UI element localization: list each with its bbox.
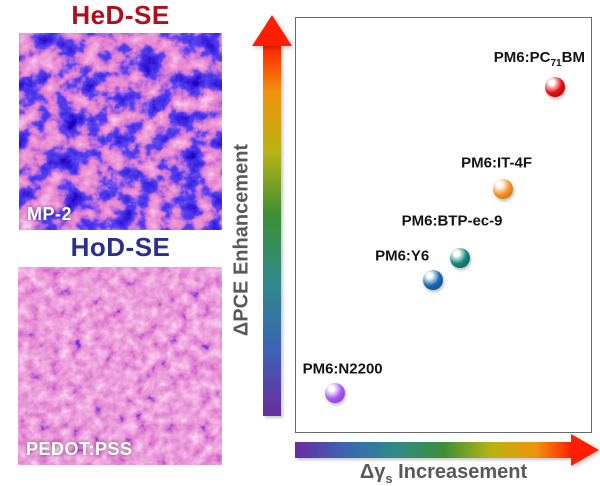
- x-axis-label-post: Increasement: [392, 461, 528, 483]
- data-point-pm6-pc71bm: [545, 76, 566, 97]
- afm-noise-graphic-top: [19, 33, 222, 230]
- afm-image-mp2: MP-2: [19, 33, 222, 230]
- data-point-label-pm6-pc71bm: PM6:PC71BM: [493, 48, 585, 69]
- x-axis-label-sub: s: [385, 471, 393, 486]
- data-point-label-pm6-it-4f: PM6:IT-4F: [461, 154, 533, 172]
- data-point-label-pm6-y6: PM6:Y6: [375, 247, 430, 265]
- hed-se-title: HeD-SE: [71, 0, 170, 30]
- x-axis-label-pre: Δγ: [359, 461, 386, 483]
- scatter-plot: PM6:PC71BM PM6:IT-4F PM6:BTP-ec-9 PM6:Y6 PM6…: [295, 17, 592, 433]
- data-point-pm6-it-4f: [492, 178, 513, 199]
- x-axis-gradient-bar: [295, 442, 572, 458]
- afm-image-pedot-pss: PEDOT:PSS: [18, 267, 222, 465]
- mp2-image-label: MP-2: [27, 204, 73, 224]
- data-point-label-pm6-btp-ec-9: PM6:BTP-ec-9: [401, 212, 503, 230]
- data-point-label-pm6-n2200: PM6:N2200: [302, 360, 383, 378]
- data-point-pm6-y6: [423, 269, 444, 290]
- y-axis-arrowhead-icon: [252, 15, 292, 46]
- hod-se-title: HoD-SE: [70, 232, 171, 262]
- afm-noise-graphic-bottom: [18, 267, 222, 465]
- data-point-pm6-btp-ec-9: [450, 247, 471, 268]
- x-axis-arrowhead-icon: [571, 434, 599, 466]
- y-axis-label: ΔPCE Enhancement: [230, 143, 253, 337]
- y-axis-gradient-bar: [263, 44, 281, 416]
- pedot-pss-image-label: PEDOT:PSS: [26, 439, 133, 459]
- x-axis-label: Δγs Increasement: [295, 461, 592, 486]
- data-point-pm6-n2200: [324, 383, 345, 404]
